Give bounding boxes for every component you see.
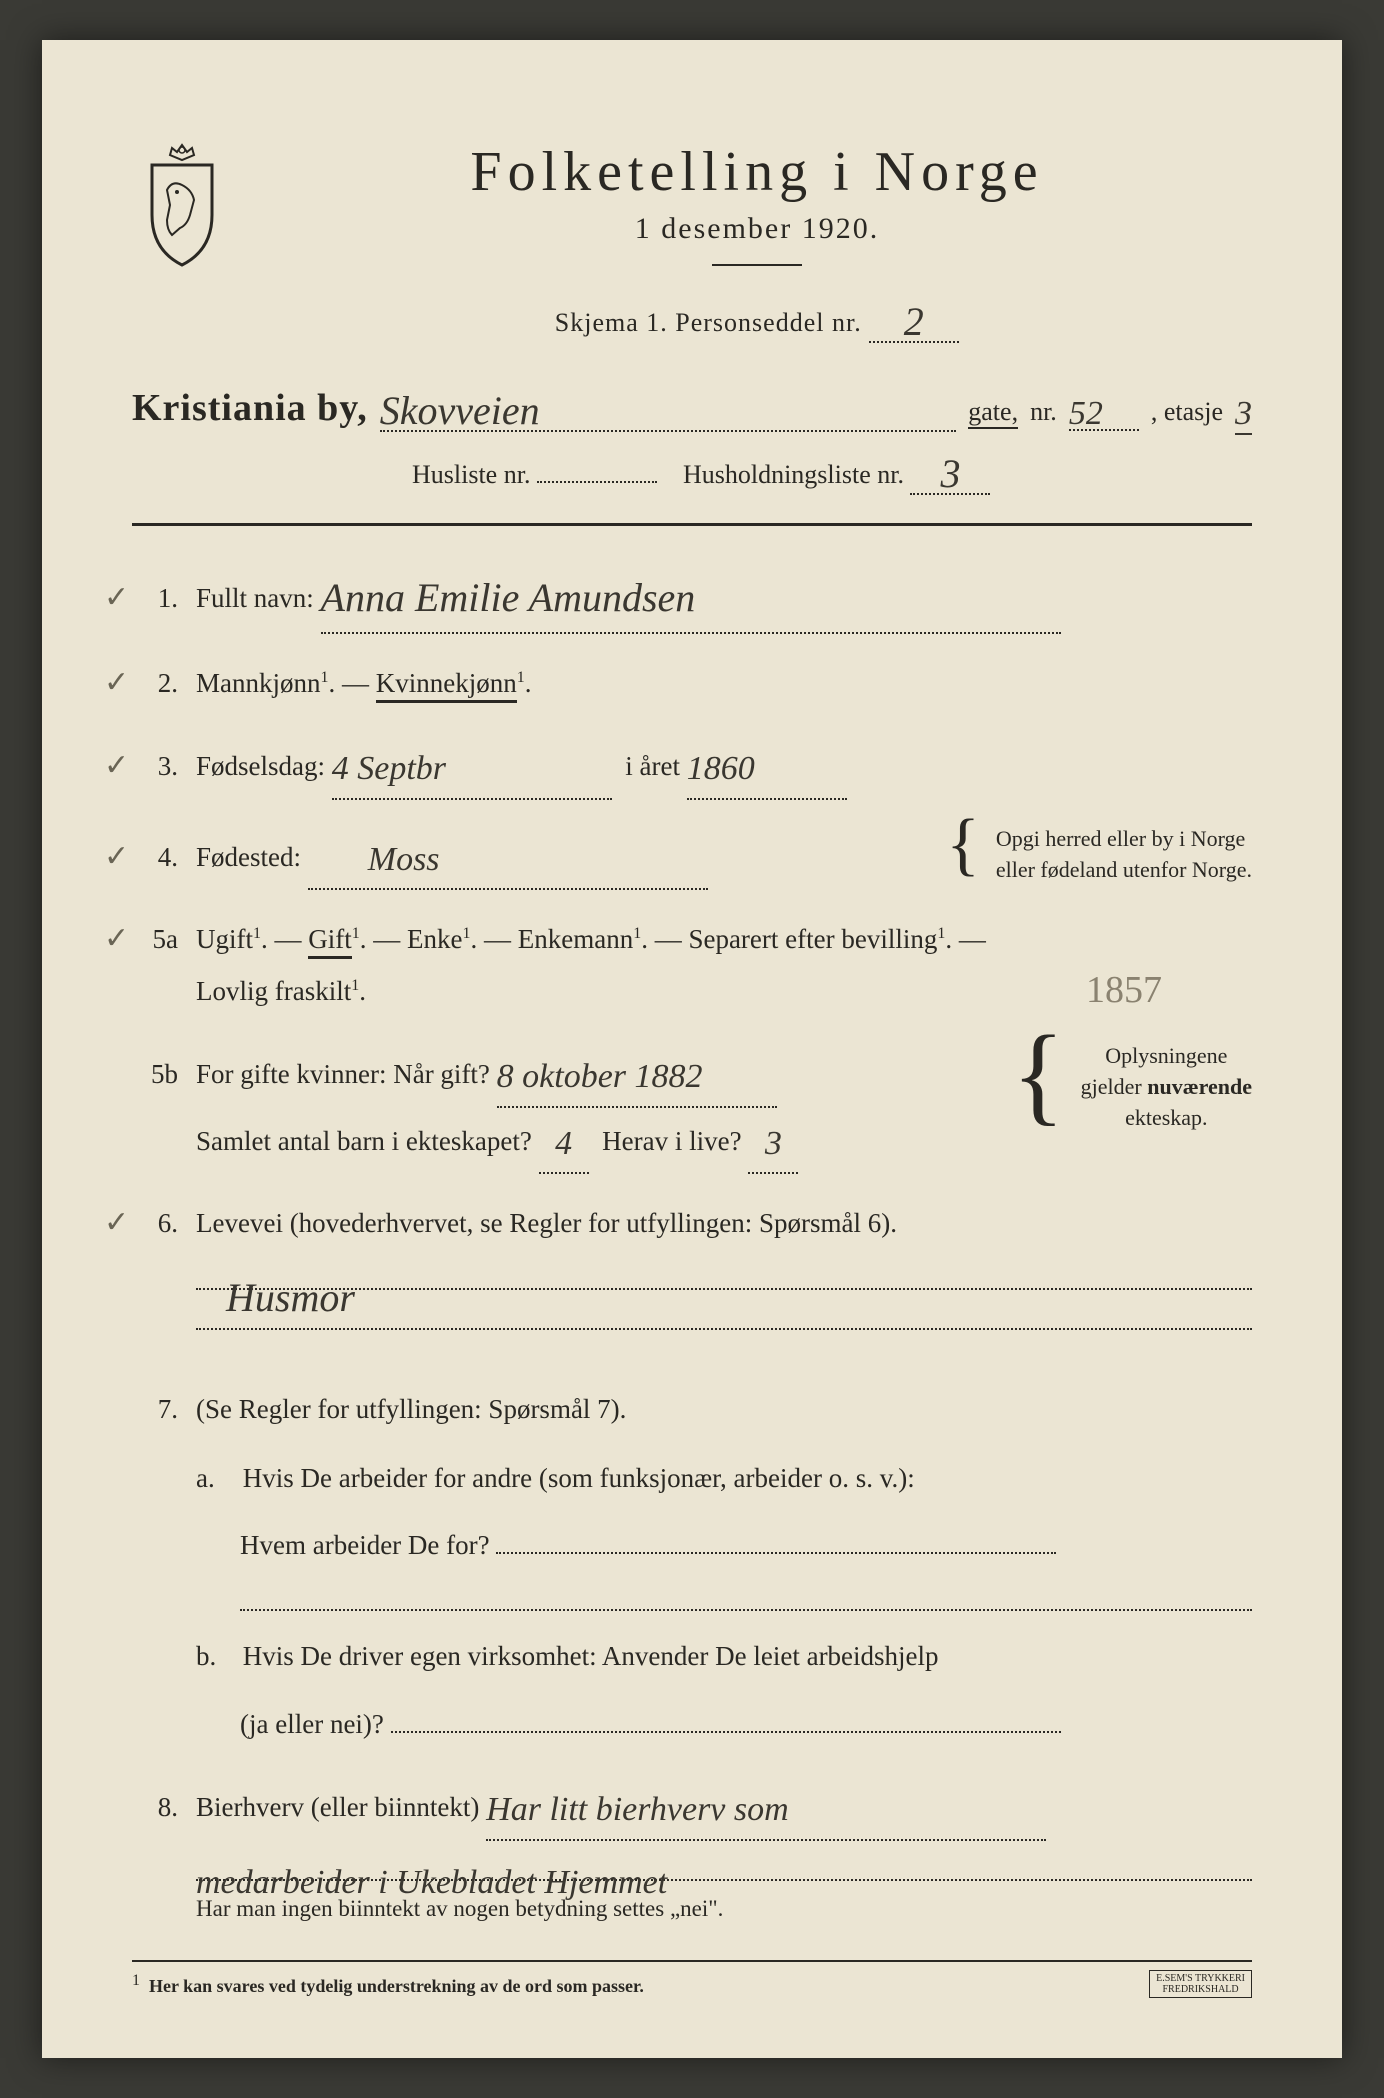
children-total: 4 (555, 1125, 572, 1162)
tick-mark-icon: ✓ (104, 654, 129, 711)
etasje-label: , etasje (1151, 397, 1223, 427)
husholdning-nr: 3 (940, 451, 960, 496)
q7a-label: a. (196, 1453, 236, 1504)
footnote-text: Her kan svares ved tydelig understreknin… (149, 1976, 644, 1996)
q2-dash: — (342, 668, 376, 698)
gate-label: gate, (968, 397, 1018, 429)
full-name: Anna Emilie Amundsen (321, 575, 696, 620)
q8-num: 8. (158, 1792, 178, 1822)
q3-num: 3. (158, 751, 178, 781)
q5a-fraskilt: Lovlig fraskilt (196, 976, 351, 1006)
nr-label: nr. (1030, 397, 1057, 427)
tick-mark-icon: ✓ (104, 1194, 129, 1251)
children-living: 3 (765, 1125, 782, 1162)
title-divider (712, 264, 802, 266)
q5a-num: 5a (153, 924, 178, 954)
q5b-side2: gjelder nuværende (1081, 1072, 1252, 1103)
footnote: 1 Her kan svares ved tydelig understrekn… (132, 1970, 1252, 1998)
q1-label: Fullt navn: (196, 583, 314, 613)
census-date: 1 desember 1920. (262, 212, 1252, 246)
q5b-label3: Herav i live? (602, 1126, 741, 1156)
q7a-text1: Hvis De arbeider for andre (som funksjon… (243, 1463, 915, 1493)
q4-side1: Opgi herred eller by i Norge (996, 824, 1252, 855)
census-form: Folketelling i Norge 1 desember 1920. Sk… (42, 40, 1342, 2058)
birthplace: Moss (368, 841, 440, 878)
street-name: Skovveien (380, 388, 540, 433)
q8-label: Bierhverv (eller biinntekt) (196, 1792, 479, 1822)
occupation: Husmor (226, 1275, 355, 1320)
marriage-date: 8 oktober 1882 (497, 1058, 703, 1095)
q2-num: 2. (158, 668, 178, 698)
brace-icon: { (946, 824, 980, 866)
q7b-text1: Hvis De driver egen virksomhet: Anvender… (243, 1641, 939, 1671)
q7-label: (Se Regler for utfyllingen: Spørsmål 7). (196, 1394, 626, 1424)
q2-female: Kvinnekjønn (376, 668, 517, 703)
question-5a: ✓5a Ugift1. — Gift1. — Enke1. — Enkemann… (132, 914, 1252, 1017)
skjema-label: Skjema 1. Personseddel nr. (555, 308, 862, 337)
q5a-enkemann: Enkemann (518, 924, 633, 954)
q4-label: Fødested: (196, 842, 301, 872)
q3-year-label: i året (625, 751, 680, 781)
question-6: ✓6. Levevei (hovederhvervet, se Regler f… (132, 1198, 1252, 1329)
tick-mark-icon: ✓ (104, 910, 129, 967)
printer-line1: E.SEM'S TRYKKERI (1156, 1973, 1245, 1984)
q6-label: Levevei (hovederhvervet, se Regler for u… (196, 1208, 897, 1238)
city-name: Kristiania by, (132, 386, 368, 430)
q4-sidenote: Opgi herred eller by i Norge eller fødel… (996, 824, 1252, 886)
q5b-label1: For gifte kvinner: Når gift? (196, 1059, 490, 1089)
q7-num: 7. (158, 1394, 178, 1424)
pencil-annotation: 1857 (1086, 954, 1162, 1026)
q5b-num: 5b (151, 1059, 178, 1089)
question-5b: 5b For gifte kvinner: Når gift? 8 oktobe… (132, 1041, 1252, 1174)
tick-mark-icon: ✓ (104, 737, 129, 794)
personseddel-nr: 2 (904, 299, 925, 344)
printer-mark: E.SEM'S TRYKKERI FREDRIKSHALD (1149, 1970, 1252, 1998)
secondary-occupation-2: medarbeider i Ukebladet Hjemmet (196, 1864, 667, 1901)
q3-label: Fødselsdag: (196, 751, 325, 781)
q2-male: Mannkjønn (196, 668, 321, 698)
q7b-text2: (ja eller nei)? (240, 1709, 384, 1739)
secondary-occupation-1: Har litt bierhverv som (486, 1791, 789, 1828)
q4-side2: eller fødeland utenfor Norge. (996, 855, 1252, 886)
question-4: ✓4. Fødested: Moss { Opgi herred eller b… (132, 824, 1252, 891)
q5b-side3: ekteskap. (1081, 1103, 1252, 1134)
birth-day: 4 Septbr (332, 750, 446, 787)
q5b-side1: Oplysningene (1081, 1041, 1252, 1072)
question-2: ✓2. Mannkjønn1. — Kvinnekjønn1. (132, 658, 1252, 709)
q7a-text2: Hvem arbeider De for? (240, 1530, 490, 1560)
question-7: 7. (Se Regler for utfyllingen: Spørsmål … (132, 1384, 1252, 1750)
coat-of-arms-icon (132, 140, 232, 270)
brace-icon: { (1012, 1041, 1065, 1107)
section-divider (132, 523, 1252, 526)
q5b-label2: Samlet antal barn i ekteskapet? (196, 1126, 532, 1156)
footnote-marker: 1 (132, 1972, 140, 1989)
q5a-ugift: Ugift (196, 924, 253, 954)
q5a-gift: Gift (308, 924, 352, 959)
birth-year: 1860 (687, 750, 755, 787)
q1-num: 1. (158, 583, 178, 613)
address-line: Kristiania by, Skovveien gate, nr. 52 , … (132, 383, 1252, 432)
title-block: Folketelling i Norge 1 desember 1920. Sk… (262, 140, 1252, 343)
header: Folketelling i Norge 1 desember 1920. Sk… (132, 140, 1252, 343)
q7b-label: b. (196, 1631, 236, 1682)
tick-mark-icon: ✓ (104, 828, 129, 885)
husholdning-label: Husholdningsliste nr. (683, 460, 904, 489)
question-3: ✓3. Fødselsdag: 4 Septbr i året 1860 (132, 733, 1252, 800)
list-numbers-line: Husliste nr. Husholdningsliste nr. 3 (412, 446, 1252, 495)
footnote-divider (132, 1960, 1252, 1962)
q5a-sep: Separert efter bevilling (688, 924, 937, 954)
skjema-line: Skjema 1. Personseddel nr. 2 (262, 294, 1252, 343)
q5b-sidenote: Oplysningene gjelder nuværende ekteskap. (1081, 1041, 1252, 1133)
q4-num: 4. (158, 842, 178, 872)
question-1: ✓1. Fullt navn: Anna Emilie Amundsen (132, 556, 1252, 634)
q5a-enke: Enke (407, 924, 462, 954)
house-nr: 52 (1069, 395, 1103, 432)
etasje-nr: 3 (1235, 395, 1252, 435)
question-8: 8. Bierhverv (eller biinntekt) Har litt … (132, 1774, 1252, 1930)
husliste-label: Husliste nr. (412, 460, 530, 489)
q6-num: 6. (158, 1208, 178, 1238)
main-title: Folketelling i Norge (262, 140, 1252, 204)
printer-line2: FREDRIKSHALD (1156, 1984, 1245, 1995)
tick-mark-icon: ✓ (104, 569, 129, 626)
